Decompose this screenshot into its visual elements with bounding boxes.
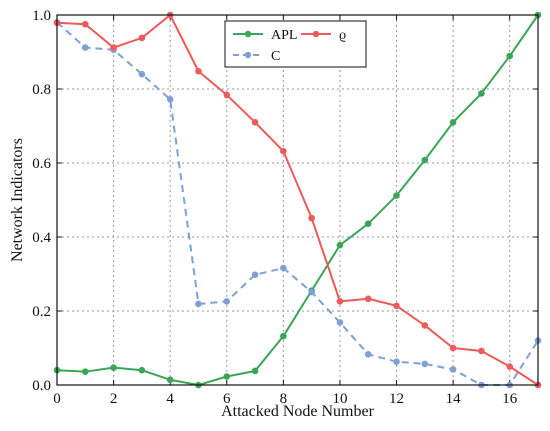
data-point-apl <box>478 90 485 97</box>
legend-label-rho: ϱ <box>339 28 346 43</box>
x-tick-label: 12 <box>389 391 404 407</box>
data-point-c <box>138 70 146 78</box>
data-point-apl <box>393 192 400 199</box>
data-point-rho <box>364 295 372 303</box>
data-point-apl <box>110 364 117 371</box>
data-point-rho <box>393 302 400 310</box>
legend-box <box>224 20 367 68</box>
data-point-rho <box>110 44 117 51</box>
x-tick-label: 0 <box>53 391 61 407</box>
data-point-apl <box>280 332 287 340</box>
legend-item-apl: APL <box>233 28 297 43</box>
series-line-rho <box>56 14 539 386</box>
data-point-apl <box>223 373 231 380</box>
data-point-c <box>336 319 344 326</box>
legend: APL ϱ C <box>224 20 367 68</box>
data-point-c <box>364 350 372 358</box>
data-point-rho <box>280 147 287 155</box>
data-point-c <box>195 300 202 308</box>
x-tick-label: 4 <box>166 391 174 407</box>
data-point-c <box>166 96 174 103</box>
legend-marker-apl <box>244 30 252 38</box>
y-tick-label: 0.8 <box>32 82 51 98</box>
data-point-rho <box>478 347 485 355</box>
plot-frame <box>56 14 539 386</box>
data-point-c <box>251 271 259 279</box>
grid <box>57 15 538 385</box>
x-tick-label: 10 <box>332 391 347 407</box>
y-tick-label: 0.0 <box>32 378 51 394</box>
x-tick-label: 2 <box>110 391 118 407</box>
data-point-rho <box>336 298 344 305</box>
y-tick-label: 0.6 <box>32 156 51 172</box>
legend-marker-c <box>244 51 252 59</box>
data-point-apl <box>138 366 146 374</box>
axis-ticks: 0 2 4 6 8 10 12 14 16 0.0 0.2 0.4 0.6 0.8 1.0 <box>32 8 538 407</box>
legend-marker-rho <box>312 30 320 38</box>
data-point-apl <box>364 220 372 227</box>
x-axis-title: Attacked Node Number <box>221 403 375 420</box>
legend-label-apl: APL <box>271 28 297 43</box>
data-point-rho <box>308 214 315 222</box>
data-point-apl <box>251 367 259 375</box>
data-point-rho <box>223 91 231 99</box>
x-tick-label: 14 <box>446 391 462 407</box>
y-tick-label: 0.2 <box>32 304 51 320</box>
legend-label-c: C <box>271 49 280 64</box>
series-line-c <box>56 21 539 386</box>
data-point-c <box>308 288 315 296</box>
data-point-apl <box>336 241 344 249</box>
series-rho <box>53 11 542 389</box>
data-point-apl <box>421 156 429 164</box>
data-point-rho <box>449 344 457 352</box>
y-axis-title: Network Indicators <box>9 138 26 262</box>
legend-item-c: C <box>233 49 280 64</box>
data-point-rho <box>506 363 514 370</box>
x-tick-label: 16 <box>502 391 518 407</box>
data-point-rho <box>81 20 89 28</box>
y-tick-label: 1.0 <box>32 8 51 24</box>
data-point-rho <box>421 322 429 329</box>
data-point-c <box>421 360 429 368</box>
data-point-c <box>393 358 400 365</box>
data-point-apl <box>506 52 514 60</box>
series-apl <box>53 11 542 389</box>
x-tick-label: 8 <box>280 391 288 407</box>
data-point-apl <box>449 119 457 126</box>
data-point-rho <box>195 67 202 75</box>
data-point-c <box>449 366 457 373</box>
data-point-rho <box>138 34 146 42</box>
data-point-apl <box>81 368 89 375</box>
legend-item-rho: ϱ <box>301 28 346 43</box>
data-point-c <box>223 298 231 305</box>
data-point-apl <box>166 376 174 384</box>
data-point-c <box>280 264 287 272</box>
data-point-rho <box>251 119 259 126</box>
y-tick-label: 0.4 <box>32 230 51 246</box>
data-point-c <box>81 44 89 51</box>
x-tick-label: 6 <box>223 391 231 407</box>
series-c <box>53 19 542 389</box>
series-group <box>53 11 542 389</box>
series-line-apl <box>56 14 539 386</box>
